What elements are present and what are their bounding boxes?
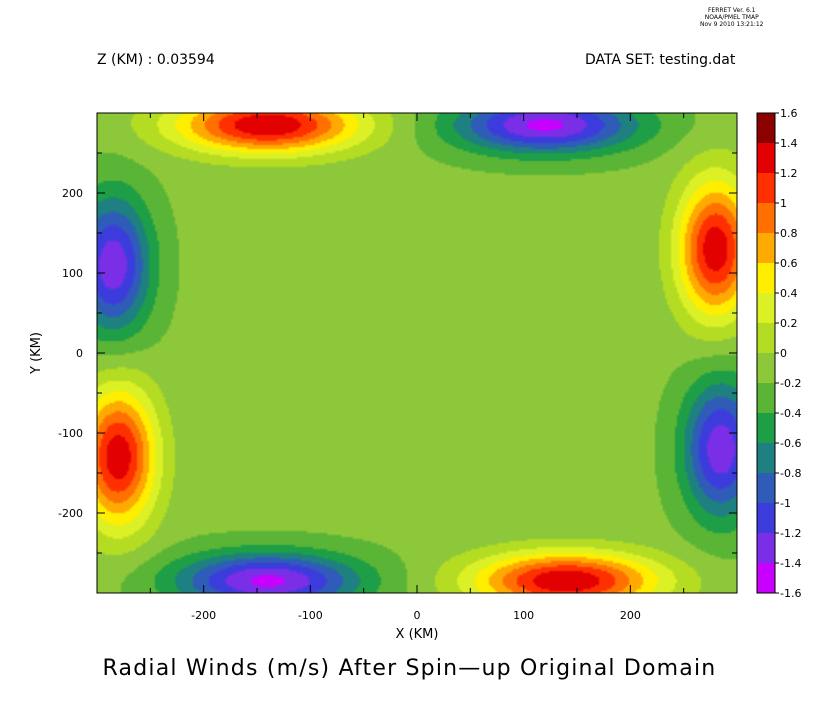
y-axis: -200 -100 0 100 200 <box>58 152 737 554</box>
colorbar-label: 1.4 <box>780 137 798 150</box>
colorbar-label: -1.2 <box>780 527 801 540</box>
y-tick-label: 0 <box>76 347 83 360</box>
colorbar-label: -1.6 <box>780 587 801 600</box>
colorbar-label: -0.8 <box>780 467 801 480</box>
colorbar-label: 0.4 <box>780 287 798 300</box>
stamp-line-2: NOAA/PMEL TMAP <box>704 14 759 21</box>
x-tick-label: 100 <box>513 609 534 622</box>
stamp-line-3: Nov 9 2010 13:21:12 <box>700 21 764 28</box>
colorbar-swatch <box>757 383 775 414</box>
colorbar-label: 1.2 <box>780 167 798 180</box>
colorbar-label: -0.2 <box>780 377 801 390</box>
colorbar-swatch <box>757 233 775 264</box>
x-tick-label: -100 <box>298 609 323 622</box>
y-axis-title: Y (KM) <box>29 332 44 375</box>
colorbar-swatch <box>757 323 775 354</box>
colorbar-label: -0.4 <box>780 407 801 420</box>
z-level-label: Z (KM) : 0.03594 <box>97 52 215 68</box>
colorbar-label: -1.4 <box>780 557 801 570</box>
colorbar-swatch <box>757 473 775 504</box>
ferret-version-stamp: FERRET Ver. 6.1 NOAA/PMEL TMAP Nov 9 201… <box>700 7 763 28</box>
colorbar-swatch <box>757 263 775 294</box>
colorbar-swatch <box>757 443 775 474</box>
colorbar-label: 0.2 <box>780 317 798 330</box>
x-tick-label: 200 <box>620 609 641 622</box>
colorbar-label: 0.8 <box>780 227 798 240</box>
filled-contour-field <box>97 113 737 593</box>
stamp-line-1: FERRET Ver. 6.1 <box>707 7 756 14</box>
y-tick-label: 100 <box>62 267 83 280</box>
colorbar-swatch <box>757 143 775 174</box>
dataset-label: DATA SET: testing.dat <box>585 52 736 68</box>
x-tick-label: -200 <box>191 609 216 622</box>
colorbar: 1.6 1.4 1.2 1 0.8 0.6 0.4 0.2 0 -0.2 -0.4 -0.6 -0.8 -… <box>756 107 801 600</box>
colorbar-swatch <box>757 563 775 594</box>
colorbar-swatch <box>757 203 775 234</box>
y-tick-label: -100 <box>58 427 83 440</box>
colorbar-label: 1 <box>780 197 787 210</box>
colorbar-swatch <box>757 173 775 204</box>
y-tick-label: 200 <box>62 187 83 200</box>
colorbar-swatch <box>757 413 775 444</box>
colorbar-label: -0.6 <box>780 437 801 450</box>
chart-title: Radial Winds (m/s) After Spin—up Origina… <box>102 656 717 681</box>
colorbar-label: -1 <box>780 497 791 510</box>
x-axis-title: X (KM) <box>396 627 439 642</box>
colorbar-swatch <box>757 353 775 384</box>
colorbar-label: 1.6 <box>780 107 798 120</box>
colorbar-swatch <box>757 503 775 534</box>
colorbar-label: 0.6 <box>780 257 798 270</box>
colorbar-swatch <box>757 293 775 324</box>
colorbar-swatch <box>757 533 775 564</box>
plot-area <box>96 112 738 594</box>
colorbar-label: 0 <box>780 347 787 360</box>
colorbar-swatch <box>757 113 775 144</box>
x-tick-label: 0 <box>414 609 421 622</box>
x-axis: -200 -100 0 100 200 <box>149 113 685 622</box>
y-tick-label: -200 <box>58 507 83 520</box>
